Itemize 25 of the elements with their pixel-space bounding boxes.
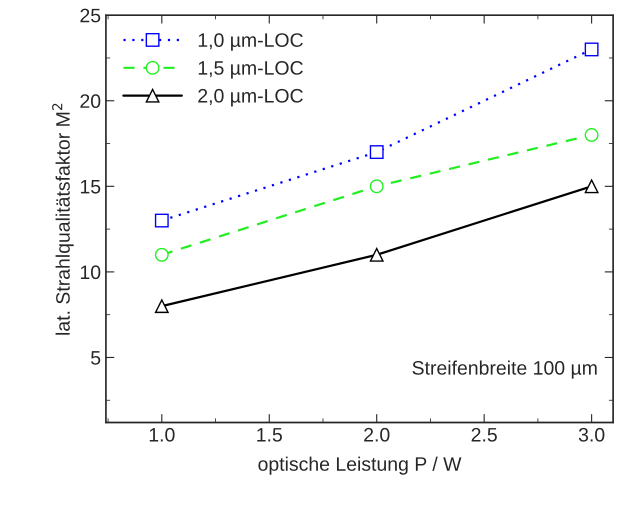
x-axis-title: optische Leistung P / W bbox=[258, 456, 462, 475]
x-tick-label: 1.5 bbox=[257, 428, 282, 442]
x-tick-label: 1.0 bbox=[150, 428, 175, 442]
y-tick-label: 20 bbox=[80, 94, 100, 108]
legend-label: 1,5 µm-LOC bbox=[198, 61, 303, 79]
x-tick-label: 2.0 bbox=[364, 428, 390, 442]
point bbox=[370, 179, 384, 194]
x-tick-label: 2.5 bbox=[472, 428, 497, 442]
point bbox=[370, 145, 384, 160]
point bbox=[154, 214, 169, 228]
point bbox=[370, 248, 384, 262]
y-tick-label: 15 bbox=[80, 180, 100, 194]
point bbox=[154, 299, 169, 314]
point bbox=[584, 128, 599, 142]
point bbox=[584, 179, 599, 194]
point bbox=[584, 42, 599, 56]
annotation: Streifenbreite 100 µm bbox=[412, 360, 597, 379]
y-axis-title: lat. Strahlqualitätsfaktor M$^{2}$ bbox=[52, 104, 74, 335]
legend-label: 2,0 µm-LOC bbox=[198, 88, 303, 106]
y-tick-label: 25 bbox=[80, 8, 100, 22]
y-tick-label: 5 bbox=[91, 351, 100, 365]
point bbox=[154, 248, 169, 262]
x-tick-label: 3.0 bbox=[578, 428, 604, 442]
y-tick-label: 10 bbox=[80, 265, 100, 280]
legend-label: 1,0 µm-LOC bbox=[198, 33, 303, 51]
